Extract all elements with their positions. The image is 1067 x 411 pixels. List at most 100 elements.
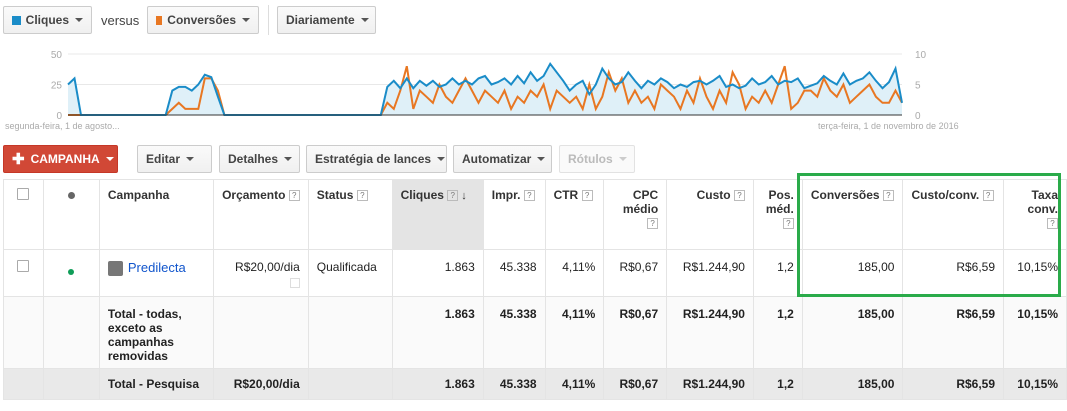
col-custo[interactable]: Custo ? [666,179,754,250]
y-left-tick-label: 50 [51,50,63,61]
details-label: Detalhes [228,152,279,166]
status-dot-header [42,179,100,250]
cpc-value: R$0,67 [603,368,668,400]
col-campanha[interactable]: Campanha [98,179,215,250]
empty-cell [42,296,100,369]
help-icon[interactable]: ? [523,190,535,202]
col-custo-conv[interactable]: Custo/conv. ? [902,179,1005,250]
help-icon[interactable]: ? [1047,218,1058,230]
table-header-row: Campanha Orçamento ? Status ? Cliques ? ↓… [3,179,1067,250]
campaign-table: Campanha Orçamento ? Status ? Cliques ? ↓… [3,179,1067,400]
metric1-dropdown[interactable]: Cliques [3,6,92,34]
period-dropdown[interactable]: Diariamente [277,6,376,34]
automate-button[interactable]: Automatizar [453,145,552,173]
edit-label: Editar [146,152,181,166]
row-checkbox[interactable] [17,260,30,272]
col-status[interactable]: Status ? [307,179,393,250]
table-row: Total - todas, exceto as campanhas remov… [3,296,1067,369]
status-dot-icon [67,192,75,199]
col-impr[interactable]: Impr. ? [482,179,546,250]
budget-value: R$20,00/dia [235,260,300,274]
chevron-down-icon [242,18,250,22]
automate-label: Automatizar [462,152,532,166]
custo-conv-value: R$6,59 [902,368,1005,400]
table-row: Predilecta R$20,00/dia Qualificada 1.863… [3,249,1067,297]
col-ctr-label: CTR [553,188,579,202]
impr-value: 45.338 [482,249,546,297]
status-value [307,296,393,369]
conversoes-value: 185,00 [801,368,904,400]
metric1-swatch [12,15,21,25]
chart-start-label: segunda-feira, 1 de agosto... [5,121,120,131]
help-icon[interactable]: ? [647,218,659,230]
ctr-value: 4,11% [544,296,605,369]
add-campaign-button[interactable]: ✚ CAMPANHA [3,145,118,173]
col-custo-label: Custo [696,188,731,202]
col-impr-label: Impr. [491,188,521,202]
cliques-value: 1.863 [391,249,484,297]
y-right-tick-label: 0 [915,111,921,120]
toolbar-divider [268,5,269,35]
col-taxa[interactable]: Taxa conv.? [1003,179,1067,250]
budget-value [213,296,309,369]
edit-button[interactable]: Editar [137,145,212,173]
col-campanha-label: Campanha [107,188,170,202]
custo-conv-value: R$6,59 [902,296,1005,369]
help-icon[interactable]: ? [288,190,300,202]
table-row: Total - Pesquisa R$20,00/dia 1.863 45.33… [3,368,1067,400]
help-icon[interactable]: ? [733,190,745,202]
chevron-down-icon [186,157,195,161]
taxa-value: 10,15% [1003,368,1067,400]
row-campaign-cell: Predilecta [98,249,215,297]
pos-value: 1,2 [752,249,803,297]
metric2-dropdown[interactable]: Conversões [147,6,259,34]
cliques-line [67,61,903,116]
col-orcamento[interactable]: Orçamento ? [213,179,309,250]
plus-icon: ✚ [12,150,25,168]
help-icon[interactable]: ? [356,190,368,202]
col-taxa-label: Taxa conv. [1027,188,1058,216]
metric1-label: Cliques [25,13,69,27]
ctr-value: 4,11% [544,249,605,297]
help-icon[interactable]: ? [581,190,593,202]
row-budget-cell: R$20,00/dia [213,249,309,297]
select-all-checkbox[interactable] [17,188,30,200]
empty-cell [42,368,100,400]
col-cpc[interactable]: CPC médio? [603,179,668,250]
help-icon[interactable]: ? [782,218,794,230]
col-conversoes[interactable]: Conversões ? [801,179,904,250]
custo-value: R$1.244,90 [666,296,754,369]
col-ctr[interactable]: CTR ? [544,179,605,250]
details-button[interactable]: Detalhes [219,145,300,173]
status-value: Qualificada [307,249,393,297]
help-icon[interactable]: ? [982,190,994,202]
empty-cell [3,296,44,369]
labels-button[interactable]: Rótulos [559,145,635,173]
cliques-value: 1.863 [391,296,484,369]
edit-budget-icon[interactable] [289,278,300,288]
campaign-link[interactable]: Predilecta [127,260,186,275]
taxa-value: 10,15% [1003,296,1067,369]
conversoes-line [68,65,903,116]
status-value [307,368,393,400]
taxa-value: 10,15% [1003,249,1067,297]
col-pos[interactable]: Pos. méd.? [752,179,803,250]
empty-cell [3,368,44,400]
chevron-down-icon [537,157,546,161]
search-campaign-icon [107,261,123,277]
help-icon[interactable]: ? [447,190,459,202]
y-left-tick-label: 0 [56,111,62,120]
row-select-cell[interactable] [3,249,44,297]
custo-value: R$1.244,90 [666,368,754,400]
col-cpc-label: CPC médio [622,188,659,216]
help-icon[interactable]: ? [882,190,894,202]
conversoes-value: 185,00 [801,296,904,369]
chevron-down-icon [360,18,369,22]
total-label: Total - todas, exceto as campanhas remov… [98,296,215,369]
select-all-header[interactable] [3,179,44,250]
col-cliques[interactable]: Cliques ? ↓ [391,179,484,250]
custo-value: R$1.244,90 [666,249,754,297]
pos-value: 1,2 [752,368,803,400]
bid-strategy-button[interactable]: Estratégia de lances [306,145,447,173]
